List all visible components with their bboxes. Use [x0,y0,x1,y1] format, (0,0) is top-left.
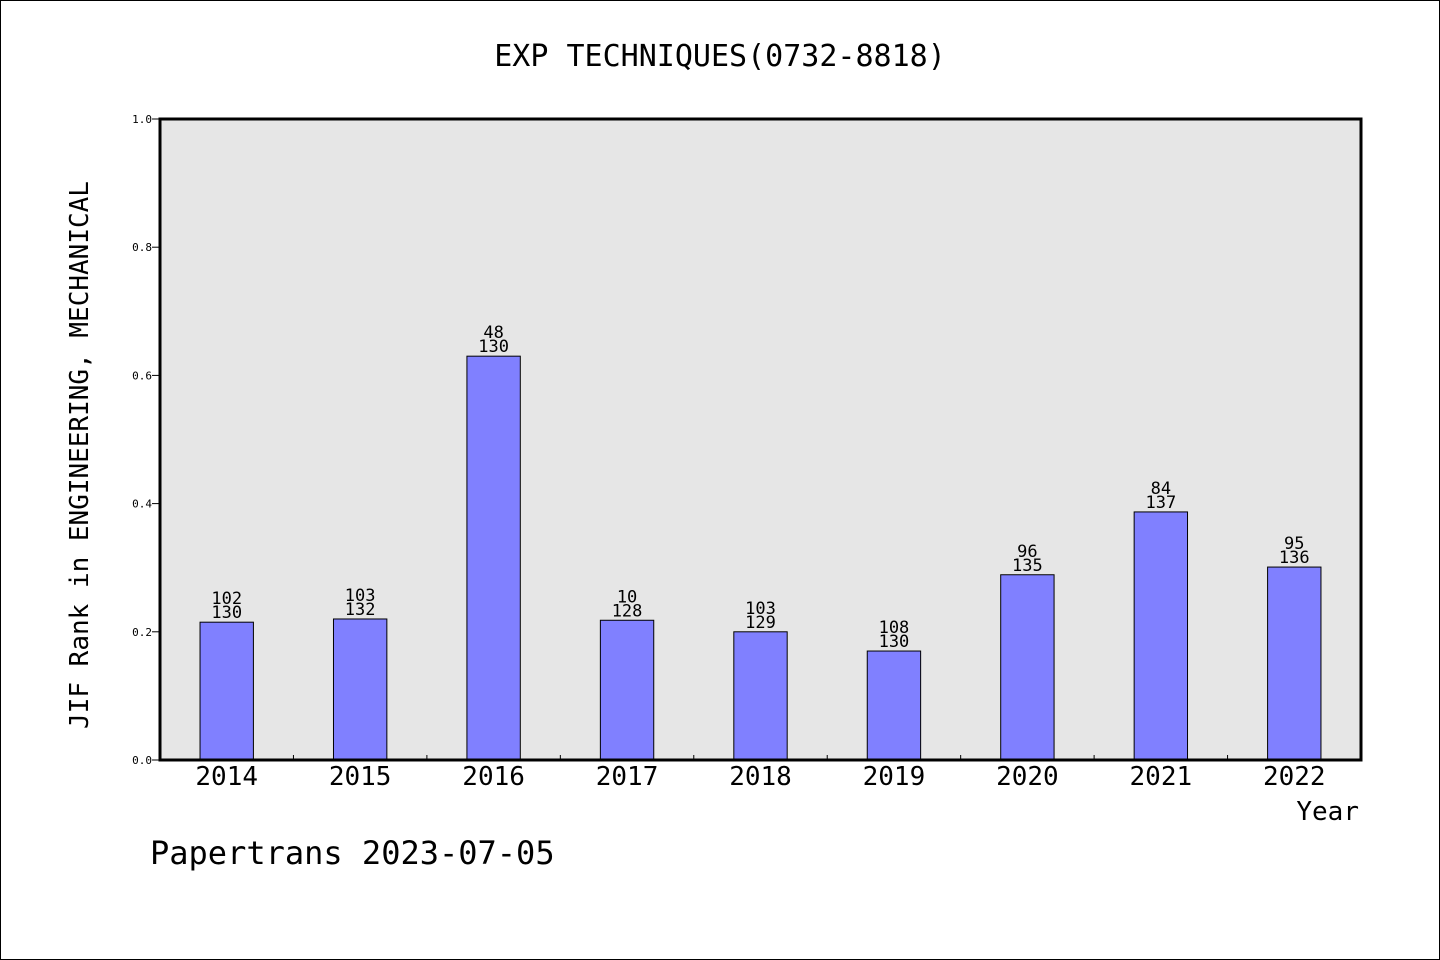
bar-total-label: 135 [1012,556,1043,576]
bar-2022 [1267,566,1322,761]
bar-rank-label: 48 [483,323,503,343]
bar-rank-label: 10 [617,587,637,607]
bar-2020 [1000,574,1055,761]
bar-rank-label: 108 [879,618,910,638]
y-tick-label: 0.8 [132,241,152,254]
bar-rank-label: 96 [1017,542,1037,562]
x-axis-label: Year [1296,797,1359,827]
bar-total-label: 132 [345,600,376,620]
bar-total-label: 136 [1279,548,1310,568]
y-tick-label: 0.2 [132,626,152,639]
bar-rank-label: 84 [1151,479,1171,499]
bar-total-label: 130 [879,632,910,652]
x-tick-label: 2019 [863,762,926,792]
bar-total-label: 130 [478,337,509,357]
bar-2017 [599,619,655,761]
bar-rank-label: 102 [211,589,242,609]
bar-2019 [866,650,922,761]
x-tick-label: 2015 [329,762,392,792]
bar-rank-label: 103 [345,586,376,606]
y-tick-label: 0.4 [132,498,152,511]
bar-2016 [466,355,521,761]
x-tick-label: 2017 [596,762,659,792]
bar-2021 [1133,511,1189,761]
x-tick-label: 2020 [996,762,1059,792]
x-tick-label: 2018 [729,762,792,792]
x-axis-ticks: 2014 2015 2016 2017 2018 2019 2020 2021 2022 [195,755,1326,792]
bar-rank-label: 95 [1284,534,1304,554]
x-tick-label: 2021 [1130,762,1193,792]
bar-2015 [332,618,388,761]
x-tick-label: 2016 [462,762,525,792]
x-tick-label: 2022 [1263,762,1326,792]
bar-2014 [199,621,254,761]
bar-total-label: 130 [211,603,242,623]
bar-total-label: 129 [745,613,776,633]
bar-2018 [733,631,788,761]
y-tick-label: 0.0 [132,754,152,767]
footer-credit: Papertrans 2023-07-05 [150,834,555,872]
plot-border [158,117,1363,762]
x-tick-label: 2014 [195,762,258,792]
y-tick-label: 1.0 [132,113,152,126]
bar-rank-label: 103 [745,599,776,619]
bar-total-label: 137 [1145,493,1176,513]
y-axis-label: JIF Rank in ENGINEERING, MECHANICAL [65,181,95,729]
chart-title: EXP TECHNIQUES(0732-8818) [494,39,946,74]
y-axis-ticks: 0.0 0.2 0.4 0.6 0.8 1.0 [132,113,160,767]
y-tick-label: 0.6 [132,369,152,382]
bars-group [199,355,1322,761]
bar-total-label: 128 [612,601,643,621]
